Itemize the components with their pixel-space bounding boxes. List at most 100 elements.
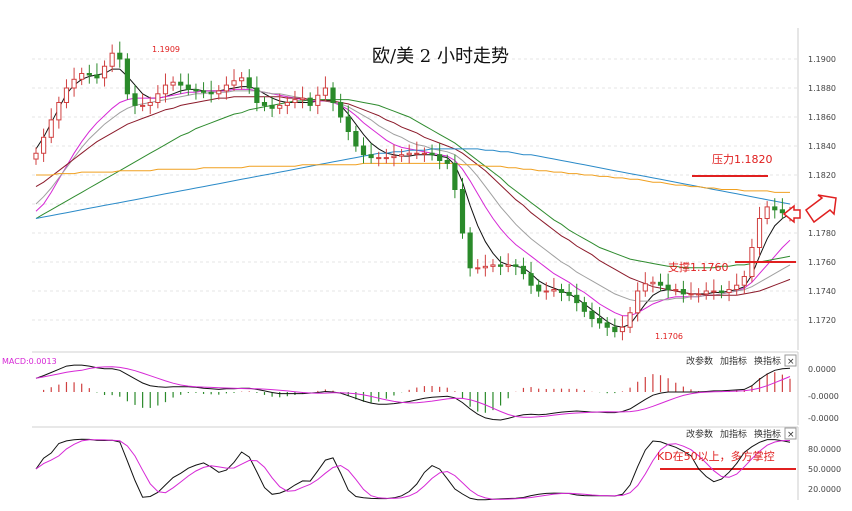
candle-body — [703, 290, 709, 295]
candle-body — [756, 218, 763, 248]
candle-body — [398, 154, 405, 157]
price-tick-label: 1.1820 — [808, 171, 836, 180]
price-tick-label: 1.1780 — [808, 229, 836, 238]
candle-body — [536, 284, 542, 292]
price-tick-label: 1.1760 — [808, 258, 836, 267]
candle-body — [421, 152, 428, 155]
candle-body — [772, 206, 778, 211]
candle-body — [665, 284, 671, 291]
candle-body — [330, 87, 336, 103]
resistance-label: 压力1.1820 — [712, 153, 773, 166]
moving-average-line — [35, 90, 791, 302]
price-tick-label: 1.1860 — [808, 113, 836, 122]
candle-body — [734, 284, 740, 291]
candle-body — [86, 73, 92, 76]
candle-body — [452, 162, 458, 190]
high-price-label: 1.1909 — [152, 45, 180, 54]
kd-k-line — [35, 438, 791, 501]
candle-body — [315, 94, 321, 106]
candle-body — [216, 90, 222, 95]
candle-body — [696, 293, 702, 296]
candle-body — [208, 91, 214, 95]
candle-body — [414, 152, 420, 155]
candle-body — [33, 152, 39, 160]
candle-body — [246, 77, 252, 89]
candle-body — [597, 318, 603, 324]
candle-body — [475, 267, 481, 270]
candle-body — [132, 93, 138, 106]
moving-average-lines — [35, 68, 791, 328]
candle-body — [284, 102, 290, 106]
candle-body — [345, 116, 351, 132]
price-tick-label: 1.1720 — [808, 316, 836, 325]
candle-body — [254, 87, 260, 103]
close-icon: × — [787, 430, 795, 440]
macd-switch-indicator-button[interactable]: 换指标 — [754, 355, 781, 367]
moving-average-line — [35, 99, 791, 269]
kd-add-indicator-button[interactable]: 加指标 — [720, 428, 747, 440]
candle-body — [261, 102, 268, 106]
candle-body — [269, 104, 275, 109]
price-tick-label: 1.1880 — [808, 84, 836, 93]
candle-body — [124, 58, 130, 95]
candle-body — [117, 52, 123, 60]
kd-close-button[interactable] — [784, 427, 797, 440]
candle-body — [718, 290, 725, 293]
candle-body — [292, 99, 298, 103]
kd-change-params-button[interactable]: 改参数 — [686, 428, 713, 440]
candle-body — [79, 73, 85, 80]
candle-body — [482, 265, 488, 269]
price-grid — [32, 58, 798, 321]
candle-body — [566, 291, 572, 296]
candle-body — [376, 157, 382, 160]
macd-close-button[interactable] — [784, 354, 797, 367]
macd-add-indicator-button[interactable]: 加指标 — [720, 355, 747, 367]
candle-body — [101, 65, 108, 79]
kd-switch-indicator-button[interactable]: 换指标 — [754, 428, 781, 440]
macd-change-params-button[interactable]: 改参数 — [686, 355, 713, 367]
support-label: 支撑1.1760 — [668, 260, 729, 274]
candle-body — [551, 289, 557, 292]
kd-annotation: KD在50以上，多方掌控 — [657, 449, 775, 463]
candle-body — [109, 52, 115, 67]
candle-body — [185, 84, 191, 90]
candle-body — [558, 289, 565, 293]
candle-body — [688, 293, 694, 296]
macd-panel: MACD:0.0013 改参数 加指标 换指标 × 0.0000 -0.0000… — [2, 351, 839, 425]
macd-dif-line — [35, 364, 791, 421]
candle-body — [657, 281, 664, 286]
kd-d-line — [35, 439, 791, 500]
macd-tick-label: -0.0000 — [808, 414, 839, 423]
kd-lines — [35, 438, 791, 501]
kd-panel: 改参数 加指标 换指标 × 80.0000 50.0000 20.0000 KD… — [32, 426, 841, 501]
candle-body — [741, 276, 747, 286]
candle-body — [56, 102, 62, 121]
candle-body — [513, 264, 519, 267]
candle-body — [147, 102, 153, 106]
candle-body — [277, 104, 283, 109]
kd-tick-label: 50.0000 — [808, 465, 841, 474]
candle-body — [231, 80, 237, 86]
candle-body — [162, 84, 169, 95]
candle-body — [490, 264, 496, 267]
candle-body — [406, 152, 412, 156]
candle-body — [360, 145, 367, 156]
candle-body — [589, 310, 595, 320]
candle-body — [155, 93, 161, 104]
price-panel: 1.1900 1.1880 1.1860 1.1840 1.1820 1.178… — [32, 28, 837, 350]
candle-body — [299, 97, 306, 101]
candle-body — [764, 206, 770, 219]
macd-lines — [35, 364, 791, 421]
candle-body — [41, 136, 47, 154]
candle-body — [437, 154, 443, 161]
candle-body — [627, 312, 633, 328]
candle-body — [429, 152, 435, 156]
candle-body — [383, 157, 389, 160]
candle-body — [505, 264, 511, 267]
candle-body — [680, 289, 686, 295]
candle-body — [635, 290, 641, 314]
moving-average-line — [35, 88, 791, 317]
candle-body — [528, 273, 534, 286]
candle-body — [178, 81, 184, 86]
